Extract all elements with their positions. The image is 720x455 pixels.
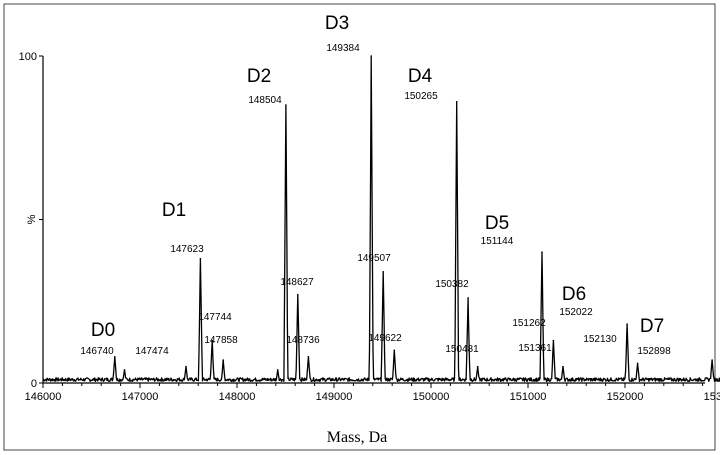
peak-label: 147474 [135,346,169,357]
peak-point [636,362,639,365]
peak-point [185,365,187,368]
dar-annotation: D2 [247,66,271,87]
peak-label: 150382 [435,279,469,290]
peak-label: 147858 [204,335,238,346]
peak-point [199,257,202,260]
peak-point [297,293,299,296]
peak-label: 151144 [481,236,514,247]
dar-annotation: D7 [640,316,664,337]
dar-annotation: D1 [162,200,186,221]
peak-point [123,369,126,371]
peak-label: 152130 [583,334,617,345]
x-tick-label: 151000 [510,391,547,403]
y-tick-label-100: 100 [19,51,37,63]
peak-point [307,356,310,358]
peak-label: 150481 [445,344,479,355]
peak-label: 152022 [559,307,593,318]
peak-label: 148504 [248,95,282,106]
peak-point [467,297,469,299]
peak-label: 151262 [512,318,546,329]
peak-label: 147744 [198,312,232,323]
peak-point [626,323,628,325]
y-tick-label-0: 0 [31,378,37,390]
peak-label: 150265 [404,91,438,102]
x-tick-label: 152000 [607,391,644,403]
peak-point [393,349,396,352]
peak-point [552,339,555,342]
peak-label: 149622 [368,333,402,344]
dar-annotation: D3 [325,13,349,34]
dar-annotation: D6 [562,284,586,305]
peak-point [276,369,279,371]
peak-point [562,365,564,368]
y-axis-title: % [26,214,38,224]
peak-point [541,251,543,253]
x-tick-label: 150000 [413,391,450,403]
x-tick-label: 153000 [704,391,720,403]
peak-point [476,365,479,368]
peak-label: 149507 [357,253,391,264]
spectrum-line [42,55,720,383]
peak-point [711,359,713,361]
x-axis-title: Mass, Da [327,429,387,446]
dar-annotation: D0 [91,320,115,341]
peak-point [285,104,287,106]
peak-point [113,356,116,358]
peak-label: 151361 [518,343,552,354]
peak-label: 147623 [170,244,204,255]
plot-layer: 146000 147000 148000 149000 150000 151000 1520… [19,13,720,403]
peak-label: 149384 [326,43,360,54]
peak-point [370,55,373,57]
peak-point [382,271,384,273]
x-tick-label: 148000 [219,391,256,403]
dar-annotation: D5 [485,213,509,234]
x-tick-label: 146000 [25,391,62,403]
peak-label: 148627 [280,277,314,288]
peak-label: 152898 [637,346,671,357]
peak-label: 148736 [286,335,320,346]
peak-point [455,100,458,103]
peak-label: 146740 [80,346,114,357]
peak-point [222,359,225,361]
dar-annotation: D4 [408,66,433,87]
x-tick-label: 149000 [316,391,353,403]
x-tick-label: 147000 [122,391,159,403]
chart-border [3,3,716,451]
peak-point [211,339,213,342]
